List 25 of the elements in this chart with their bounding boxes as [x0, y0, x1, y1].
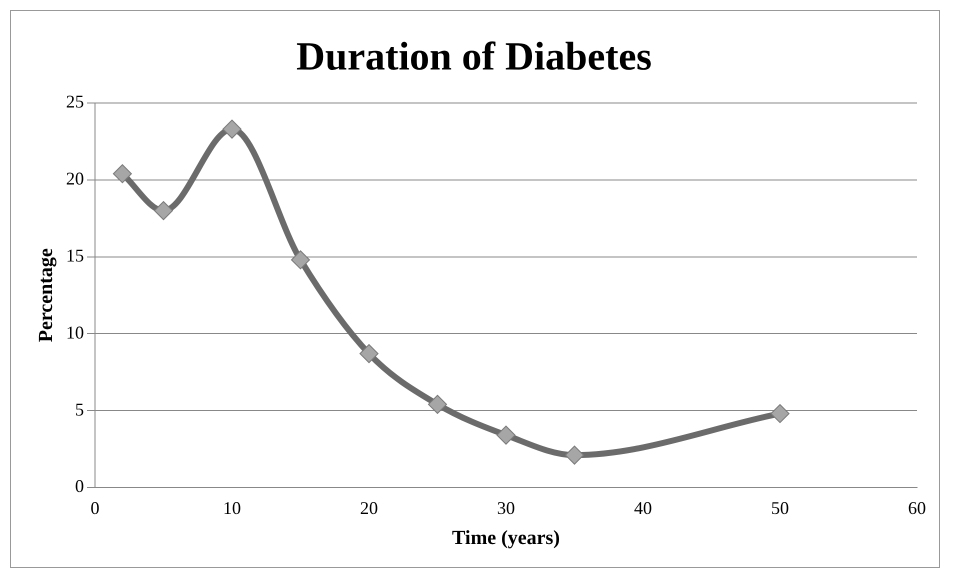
x-tick-label: 40 — [634, 498, 652, 518]
point — [360, 344, 378, 364]
x-tick-label: 0 — [90, 498, 100, 518]
x-axis-title: Time (years) — [452, 527, 560, 550]
y-tick-label: 10 — [66, 322, 84, 342]
point — [565, 446, 584, 465]
y-tick-label: 5 — [75, 399, 84, 420]
x-tick-label: 60 — [908, 498, 926, 518]
point — [112, 164, 132, 184]
x-tick-label: 20 — [360, 498, 378, 518]
point — [770, 404, 790, 424]
y-tick-label: 0 — [75, 476, 84, 496]
point — [428, 394, 447, 414]
x-tick-label: 10 — [223, 498, 241, 518]
x-tick-label: 50 — [771, 498, 789, 518]
point — [154, 201, 173, 220]
chart-title: Duration of Diabetes — [296, 33, 652, 78]
y-tick-label: 15 — [66, 245, 84, 266]
point — [496, 426, 516, 445]
point — [291, 250, 310, 270]
y-tick-label: 20 — [66, 168, 84, 189]
point — [222, 120, 242, 139]
y-tick-label: 25 — [66, 92, 84, 112]
y-axis-title: Percentage — [35, 248, 58, 342]
x-tick-label: 30 — [497, 498, 515, 518]
